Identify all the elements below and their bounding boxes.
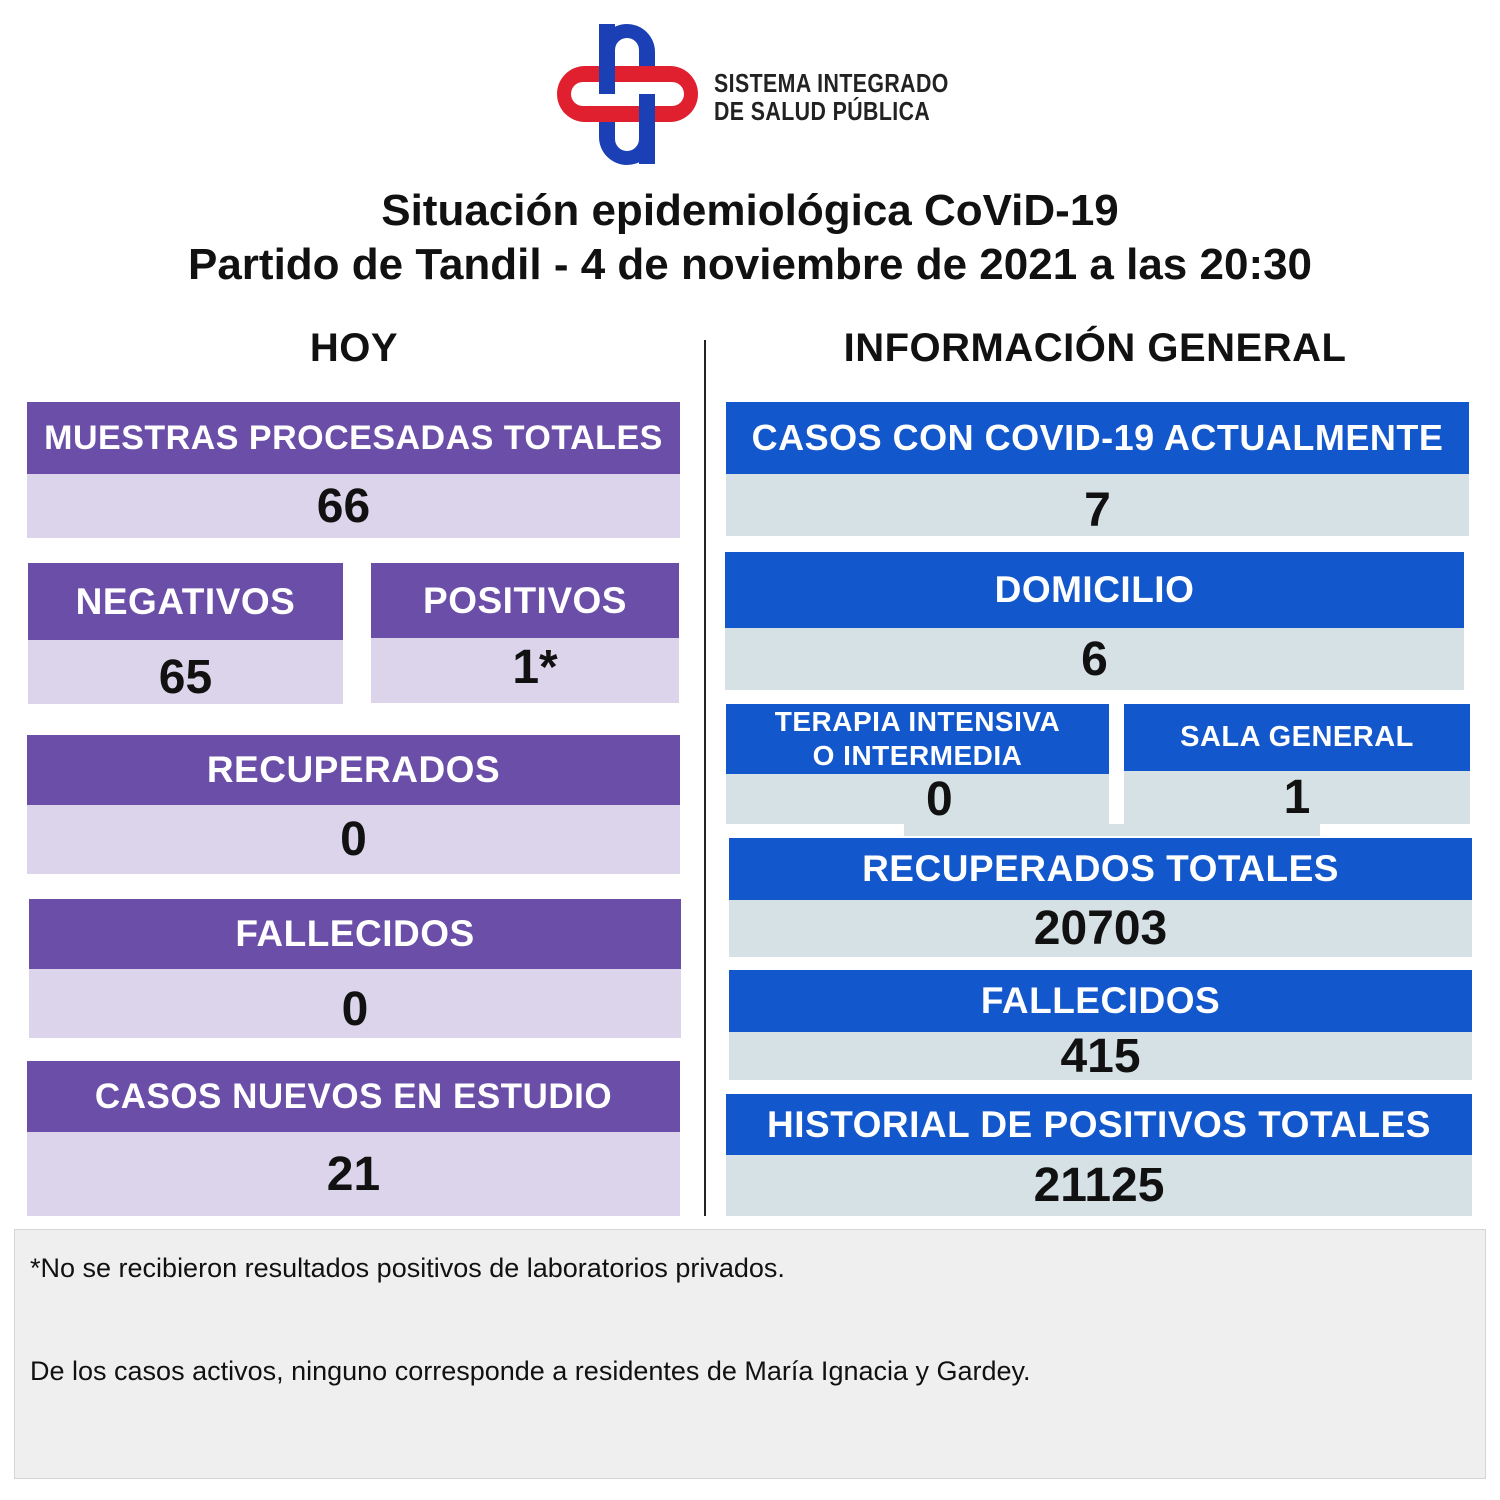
historial-value: 21125 — [726, 1155, 1472, 1216]
negativos-header: NEGATIVOS — [28, 563, 343, 640]
terapia-header: TERAPIA INTENSIVA O INTERMEDIA — [726, 704, 1109, 774]
recuperados-header: RECUPERADOS — [27, 735, 680, 805]
positivos-header: POSITIVOS — [371, 563, 679, 638]
hoy-heading: HOY — [309, 326, 399, 370]
health-system-logo — [557, 24, 698, 165]
notes-panel — [14, 1229, 1486, 1479]
muestras-value: 66 — [27, 474, 680, 538]
report-subtitle: Partido de Tandil - 4 de noviembre de 20… — [187, 240, 1313, 289]
casos-nuevos-value: 21 — [27, 1132, 680, 1216]
fallecidos-hoy-header: FALLECIDOS — [29, 899, 681, 969]
casos-actuales-value: 7 — [726, 474, 1469, 537]
terapia-value: 0 — [726, 773, 1109, 826]
fallecidos-general-value: 415 — [729, 1030, 1472, 1083]
recuperados-value: 0 — [27, 805, 680, 874]
note-private-labs: *No se recibieron resultados positivos d… — [30, 1253, 785, 1283]
terapia-label-line2: O INTERMEDIA — [812, 740, 1023, 771]
fallecidos-hoy-value: 0 — [29, 969, 681, 1038]
casos-nuevos-header: CASOS NUEVOS EN ESTUDIO — [27, 1061, 680, 1132]
recuperados-totales-header: RECUPERADOS TOTALES — [729, 838, 1472, 900]
general-heading: INFORMACIÓN GENERAL — [843, 326, 1347, 370]
domicilio-value: 6 — [725, 628, 1464, 690]
sub-box-strip — [904, 824, 1320, 836]
recuperados-totales-value: 20703 — [729, 900, 1472, 957]
report-title: Situación epidemiológica CoViD-19 — [381, 186, 1119, 235]
logo-text-line2: DE SALUD PÚBLICA — [714, 96, 931, 126]
logo-text-line1: SISTEMA INTEGRADO — [714, 68, 949, 98]
fallecidos-general-header: FALLECIDOS — [729, 970, 1472, 1032]
negativos-value: 65 — [28, 640, 343, 704]
domicilio-header: DOMICILIO — [725, 552, 1464, 628]
positivos-value: 1* — [371, 638, 679, 703]
muestras-header: MUESTRAS PROCESADAS TOTALES — [27, 402, 680, 474]
casos-actuales-header: CASOS CON COVID-19 ACTUALMENTE — [726, 402, 1469, 474]
historial-header: HISTORIAL DE POSITIVOS TOTALES — [726, 1094, 1472, 1155]
note-active-cases: De los casos activos, ninguno correspond… — [30, 1356, 1031, 1386]
column-divider — [704, 340, 706, 1216]
sala-general-value: 1 — [1124, 771, 1470, 824]
sala-general-header: SALA GENERAL — [1124, 704, 1470, 771]
terapia-label-line1: TERAPIA INTENSIVA — [774, 706, 1061, 737]
